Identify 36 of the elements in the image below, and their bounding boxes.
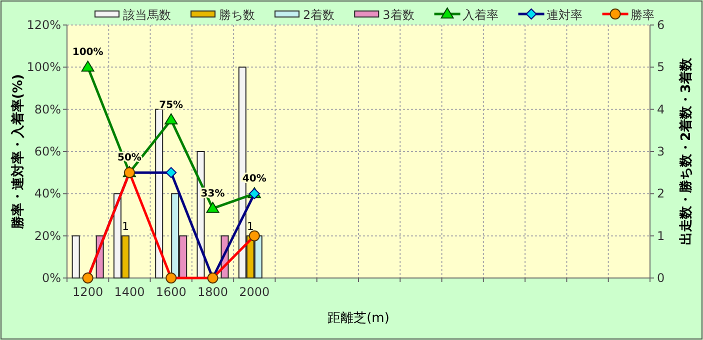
data-label: 75% [159, 100, 184, 111]
y2-tick-label: 6 [657, 18, 665, 32]
bar [155, 108, 164, 278]
x-tick-label: 1200 [72, 285, 104, 299]
x-tick-label: 1400 [114, 285, 145, 299]
y2-tick-label: 0 [657, 271, 665, 285]
y2-axis-title: 出走数・勝ち数・2着数・3着数 [678, 56, 694, 246]
y-tick-label: 40% [34, 186, 61, 201]
y2-tick-label: 3 [657, 144, 665, 158]
point [166, 167, 177, 178]
y2-tick-label: 4 [657, 102, 665, 116]
y-tick-label: 20% [34, 228, 61, 243]
legend-label: 勝率 [630, 8, 654, 22]
legend-label: 該当馬数 [123, 8, 171, 22]
data-label: 100% [72, 47, 104, 58]
legend-label: 2着数 [303, 8, 335, 22]
y-tick-label: 0% [42, 271, 61, 285]
data-label: 1 [246, 220, 254, 233]
x-tick-label: 2000 [239, 285, 270, 299]
x-axis-title: 距離芝(m) [328, 311, 390, 326]
legend-label: 連対率 [546, 8, 582, 22]
y-tick-label: 80% [34, 102, 61, 116]
y2-tick-label: 5 [657, 60, 665, 74]
legend-label: 入着率 [462, 8, 498, 22]
bar [72, 235, 80, 278]
x-tick-label: 1800 [197, 285, 228, 299]
legend-label: 勝ち数 [219, 8, 255, 22]
y-axis-title: 勝率・連対率・入着率(%) [10, 74, 26, 230]
y2-tick-label: 1 [657, 228, 665, 243]
data-label: 1 [122, 220, 129, 233]
y-tick-label: 120% [26, 18, 61, 32]
legend-label: 3着数 [382, 8, 414, 22]
y-tick-label: 60% [34, 144, 61, 158]
x-tick-label: 1600 [156, 285, 186, 299]
y-tick-label: 100% [26, 60, 61, 74]
y2-tick-label: 2 [657, 186, 665, 201]
